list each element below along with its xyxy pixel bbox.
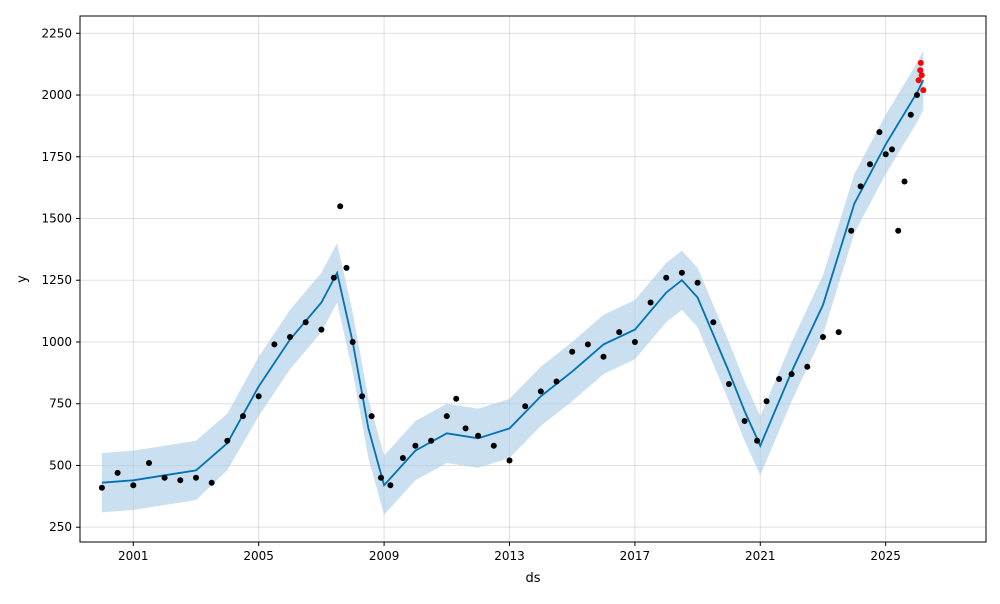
- observed-point: [359, 393, 366, 400]
- observed-point: [428, 437, 435, 444]
- x-tick-label: 2013: [494, 549, 525, 563]
- y-tick-label: 750: [49, 397, 72, 411]
- observed-point: [399, 455, 406, 461]
- x-axis-label: ds: [525, 571, 540, 586]
- observed-point: [177, 477, 184, 484]
- observed-point: [867, 161, 873, 168]
- highlight-point: [917, 59, 924, 66]
- y-tick-label: 2250: [41, 26, 72, 40]
- observed-point: [208, 479, 215, 486]
- observed-point: [663, 274, 670, 281]
- forecast-line: [101, 79, 925, 488]
- observed-point: [694, 279, 701, 286]
- observed-point: [349, 339, 356, 345]
- observed-point: [130, 482, 137, 489]
- observed-point: [553, 378, 560, 385]
- observed-point: [368, 413, 375, 420]
- observed-point: [287, 334, 293, 340]
- observed-point: [895, 227, 902, 234]
- highlight-point: [918, 72, 925, 79]
- observed-point: [857, 183, 864, 190]
- forecast-line-layer: [101, 79, 925, 488]
- observed-point: [114, 469, 121, 476]
- observed-point: [98, 484, 105, 491]
- observed-point: [882, 151, 889, 158]
- observed-point: [835, 329, 842, 336]
- observed-point: [776, 376, 783, 382]
- observed-point: [725, 381, 732, 387]
- observed-point: [804, 363, 811, 370]
- x-tick-label: 2017: [620, 549, 651, 563]
- observed-point: [146, 460, 152, 466]
- observed-point: [271, 341, 278, 348]
- observed-point: [475, 432, 482, 439]
- uncertainty-band: [101, 50, 924, 515]
- observed-point: [741, 418, 748, 424]
- uncertainty-band-area: [101, 50, 924, 515]
- highlight-point: [920, 87, 927, 94]
- plot-frame: [79, 15, 987, 543]
- observed-point: [161, 474, 168, 481]
- observed-point: [412, 442, 419, 449]
- y-axis: 250 500 750 1000 1250 1500 1750 2000 2250: [41, 26, 80, 534]
- observed-point: [443, 413, 450, 420]
- observed-point: [600, 353, 607, 360]
- x-tick-label: 2001: [118, 549, 149, 563]
- observed-point: [876, 129, 883, 136]
- observed-point: [522, 403, 529, 410]
- observed-point: [889, 146, 895, 153]
- observed-point: [631, 339, 638, 345]
- observed-point: [616, 329, 623, 336]
- observed-points: [98, 92, 920, 491]
- y-axis-label: y: [15, 275, 30, 283]
- observed-point: [330, 274, 337, 281]
- highlight-point: [917, 67, 924, 74]
- observed-point: [318, 326, 325, 333]
- observed-point: [537, 388, 544, 395]
- observed-point: [337, 203, 344, 210]
- observed-point: [584, 341, 591, 348]
- y-tick-label: 1500: [41, 211, 72, 225]
- x-axis: 2001 2005 2009 2013 2017 2021 2025: [118, 542, 901, 563]
- y-tick-label: 2000: [41, 88, 72, 102]
- observed-point: [378, 474, 384, 481]
- y-tick-label: 250: [49, 520, 72, 534]
- observed-point: [302, 319, 309, 326]
- x-tick-label: 2005: [243, 549, 274, 563]
- observed-point: [343, 264, 350, 271]
- observed-point: [754, 437, 761, 444]
- x-tick-label: 2009: [369, 549, 400, 563]
- observed-point: [255, 393, 262, 400]
- grid: [80, 16, 986, 542]
- x-tick-label: 2025: [870, 549, 901, 563]
- y-tick-label: 500: [49, 458, 72, 472]
- x-tick-label: 2021: [745, 549, 776, 563]
- observed-point: [193, 474, 199, 481]
- observed-point: [387, 482, 394, 489]
- observed-point: [506, 457, 513, 464]
- observed-point: [462, 425, 469, 432]
- observed-point: [848, 227, 855, 234]
- observed-point: [788, 371, 795, 378]
- observed-point: [678, 269, 685, 276]
- observed-point: [914, 92, 920, 98]
- y-tick-label: 1250: [41, 273, 72, 287]
- observed-point: [710, 319, 717, 326]
- observed-point: [490, 442, 497, 449]
- highlight-point: [915, 77, 922, 84]
- observed-point: [569, 348, 576, 355]
- observed-point: [224, 437, 231, 444]
- y-tick-label: 1000: [41, 335, 72, 349]
- observed-point: [647, 299, 654, 306]
- observed-point: [907, 111, 914, 118]
- highlight-points: [915, 59, 927, 94]
- observed-point: [763, 398, 770, 405]
- y-tick-label: 1750: [41, 150, 72, 164]
- observed-point: [820, 334, 826, 340]
- observed-point: [240, 413, 246, 420]
- observed-point: [901, 178, 908, 185]
- observed-point: [453, 395, 460, 402]
